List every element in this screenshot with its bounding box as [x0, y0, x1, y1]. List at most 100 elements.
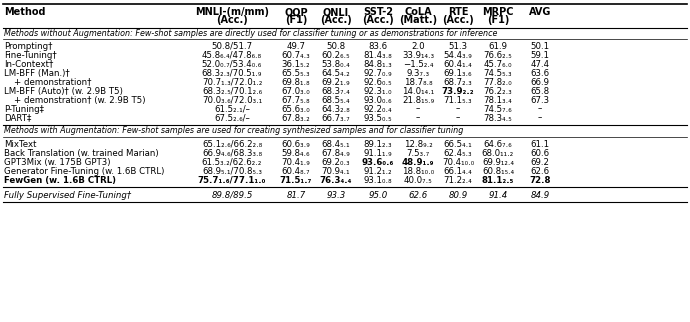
Text: 60.4₈.₇: 60.4₈.₇	[282, 166, 310, 175]
Text: 91.1₁.₉: 91.1₁.₉	[364, 148, 393, 157]
Text: 68.0₁₁.₂: 68.0₁₁.₂	[482, 148, 514, 157]
Text: LM-BFF (Auto)† (w. 2.9B T5): LM-BFF (Auto)† (w. 2.9B T5)	[4, 87, 123, 96]
Text: 18.7₈.₈: 18.7₈.₈	[404, 78, 432, 87]
Text: 89.8/89.5: 89.8/89.5	[211, 191, 253, 200]
Text: QQP: QQP	[284, 7, 308, 17]
Text: 78.3₄.₅: 78.3₄.₅	[484, 113, 512, 122]
Text: 50.8: 50.8	[326, 42, 346, 51]
Text: 70.4₁₀.₀: 70.4₁₀.₀	[442, 157, 474, 166]
Text: Fine-Tuning†: Fine-Tuning†	[4, 51, 57, 60]
Text: 92.6₀.₅: 92.6₀.₅	[364, 78, 392, 87]
Text: AVG: AVG	[529, 7, 551, 17]
Text: –: –	[416, 105, 420, 113]
Text: 91.2₁.₂: 91.2₁.₂	[364, 166, 393, 175]
Text: 18.8₁₀.₀: 18.8₁₀.₀	[402, 166, 434, 175]
Text: 84.8₁.₃: 84.8₁.₃	[364, 60, 393, 69]
Text: 71.1₅.₃: 71.1₅.₃	[444, 96, 473, 105]
Text: 76.6₂.₅: 76.6₂.₅	[484, 51, 512, 60]
Text: 83.6: 83.6	[368, 42, 388, 51]
Text: 61.1: 61.1	[531, 139, 549, 148]
Text: 93.0₀.₆: 93.0₀.₆	[364, 96, 392, 105]
Text: 68.9₅.₁/70.8₅.₃: 68.9₅.₁/70.8₅.₃	[202, 166, 262, 175]
Text: 76.2₂.₃: 76.2₂.₃	[484, 87, 513, 96]
Text: 93.3: 93.3	[326, 191, 346, 200]
Text: 84.9: 84.9	[531, 191, 550, 200]
Text: 74.5₇.₆: 74.5₇.₆	[484, 105, 512, 113]
Text: (Acc.): (Acc.)	[362, 15, 394, 25]
Text: –: –	[538, 113, 542, 122]
Text: 72.8: 72.8	[529, 175, 551, 185]
Text: 71.2₂.₄: 71.2₂.₄	[444, 175, 473, 185]
Text: 81.1₂.₅: 81.1₂.₅	[482, 175, 514, 185]
Text: SST-2: SST-2	[363, 7, 393, 17]
Text: 93.5₀.₅: 93.5₀.₅	[364, 113, 392, 122]
Text: RTE: RTE	[448, 7, 469, 17]
Text: 40.0₇.₅: 40.0₇.₅	[404, 175, 433, 185]
Text: 69.1₃.₆: 69.1₃.₆	[444, 69, 472, 78]
Text: 69.2₁.₉: 69.2₁.₉	[322, 78, 351, 87]
Text: 60.7₄.₃: 60.7₄.₃	[282, 51, 310, 60]
Text: MRPC: MRPC	[482, 7, 514, 17]
Text: GPT3Mix (w. 175B GPT3): GPT3Mix (w. 175B GPT3)	[4, 157, 110, 166]
Text: 68.3₂.₃/70.5₁.₉: 68.3₂.₃/70.5₁.₉	[201, 69, 262, 78]
Text: 45.7₆.₀: 45.7₆.₀	[484, 60, 512, 69]
Text: 81.7: 81.7	[286, 191, 306, 200]
Text: 47.4: 47.4	[531, 60, 549, 69]
Text: 93.1₀.₈: 93.1₀.₈	[364, 175, 392, 185]
Text: (Acc.): (Acc.)	[320, 15, 352, 25]
Text: 67.7₅.₈: 67.7₅.₈	[282, 96, 310, 105]
Text: 21.8₁₅.₉: 21.8₁₅.₉	[402, 96, 434, 105]
Text: P-Tuning‡: P-Tuning‡	[4, 105, 44, 113]
Text: 92.3₁.₀: 92.3₁.₀	[364, 87, 393, 96]
Text: MixText: MixText	[4, 139, 37, 148]
Text: 71.5₁.₇: 71.5₁.₇	[280, 175, 312, 185]
Text: 62.4₅.₃: 62.4₅.₃	[444, 148, 473, 157]
Text: 52.0₀.₇/53.4₀.₆: 52.0₀.₇/53.4₀.₆	[202, 60, 262, 69]
Text: In-Context†: In-Context†	[4, 60, 53, 69]
Text: 78.1₃.₄: 78.1₃.₄	[484, 96, 513, 105]
Text: 68.7₂.₃: 68.7₂.₃	[444, 78, 473, 87]
Text: 74.5₅.₃: 74.5₅.₃	[484, 69, 512, 78]
Text: 66.5₄.₁: 66.5₄.₁	[444, 139, 473, 148]
Text: 66.1₄.₄: 66.1₄.₄	[444, 166, 473, 175]
Text: 62.6: 62.6	[408, 191, 428, 200]
Text: 91.4: 91.4	[489, 191, 508, 200]
Text: 54.4₃.₉: 54.4₃.₉	[444, 51, 473, 60]
Text: QNLI: QNLI	[323, 7, 349, 17]
Text: 67.8₄.₉: 67.8₄.₉	[322, 148, 351, 157]
Text: DART‡: DART‡	[4, 113, 31, 122]
Text: 69.9₁₂.₄: 69.9₁₂.₄	[482, 157, 514, 166]
Text: 62.6: 62.6	[531, 166, 549, 175]
Text: 63.6: 63.6	[531, 69, 549, 78]
Text: 68.5₅.₄: 68.5₅.₄	[322, 96, 351, 105]
Text: (F1): (F1)	[285, 15, 307, 25]
Text: (F1): (F1)	[487, 15, 509, 25]
Text: 60.6₃.₉: 60.6₃.₉	[282, 139, 310, 148]
Text: 50.1: 50.1	[531, 42, 549, 51]
Text: 60.8₁₅.₄: 60.8₁₅.₄	[482, 166, 514, 175]
Text: –: –	[456, 105, 460, 113]
Text: (Acc.): (Acc.)	[442, 15, 474, 25]
Text: 92.7₀.₉: 92.7₀.₉	[364, 69, 393, 78]
Text: Back Translation (w. trained Marian): Back Translation (w. trained Marian)	[4, 148, 159, 157]
Text: 60.2₆.₅: 60.2₆.₅	[322, 51, 351, 60]
Text: 77.8₂.₀: 77.8₂.₀	[484, 78, 513, 87]
Text: 70.4₁.₉: 70.4₁.₉	[282, 157, 310, 166]
Text: (Matt.): (Matt.)	[399, 15, 437, 25]
Text: 66.9₄.₆/68.3₃.₈: 66.9₄.₆/68.3₃.₈	[202, 148, 262, 157]
Text: 69.2₀.₃: 69.2₀.₃	[322, 157, 351, 166]
Text: –: –	[456, 113, 460, 122]
Text: 70.7₁.₃/72.0₁.₂: 70.7₁.₃/72.0₁.₂	[201, 78, 262, 87]
Text: 70.0₃.₆/72.0₃.₁: 70.0₃.₆/72.0₃.₁	[202, 96, 262, 105]
Text: 68.3₇.₄: 68.3₇.₄	[322, 87, 351, 96]
Text: Fully Supervised Fine-Tuning†: Fully Supervised Fine-Tuning†	[4, 191, 131, 200]
Text: LM-BFF (Man.)†: LM-BFF (Man.)†	[4, 69, 70, 78]
Text: 12.8₉.₂: 12.8₉.₂	[404, 139, 433, 148]
Text: 65.8: 65.8	[531, 87, 549, 96]
Text: 65.6₃.₀: 65.6₃.₀	[282, 105, 310, 113]
Text: 14.0₁₄.₁: 14.0₁₄.₁	[402, 87, 434, 96]
Text: MNLI-(m/mm): MNLI-(m/mm)	[195, 7, 269, 17]
Text: 70.9₄.₁: 70.9₄.₁	[322, 166, 351, 175]
Text: 89.1₂.₃: 89.1₂.₃	[364, 139, 393, 148]
Text: CoLA: CoLA	[404, 7, 432, 17]
